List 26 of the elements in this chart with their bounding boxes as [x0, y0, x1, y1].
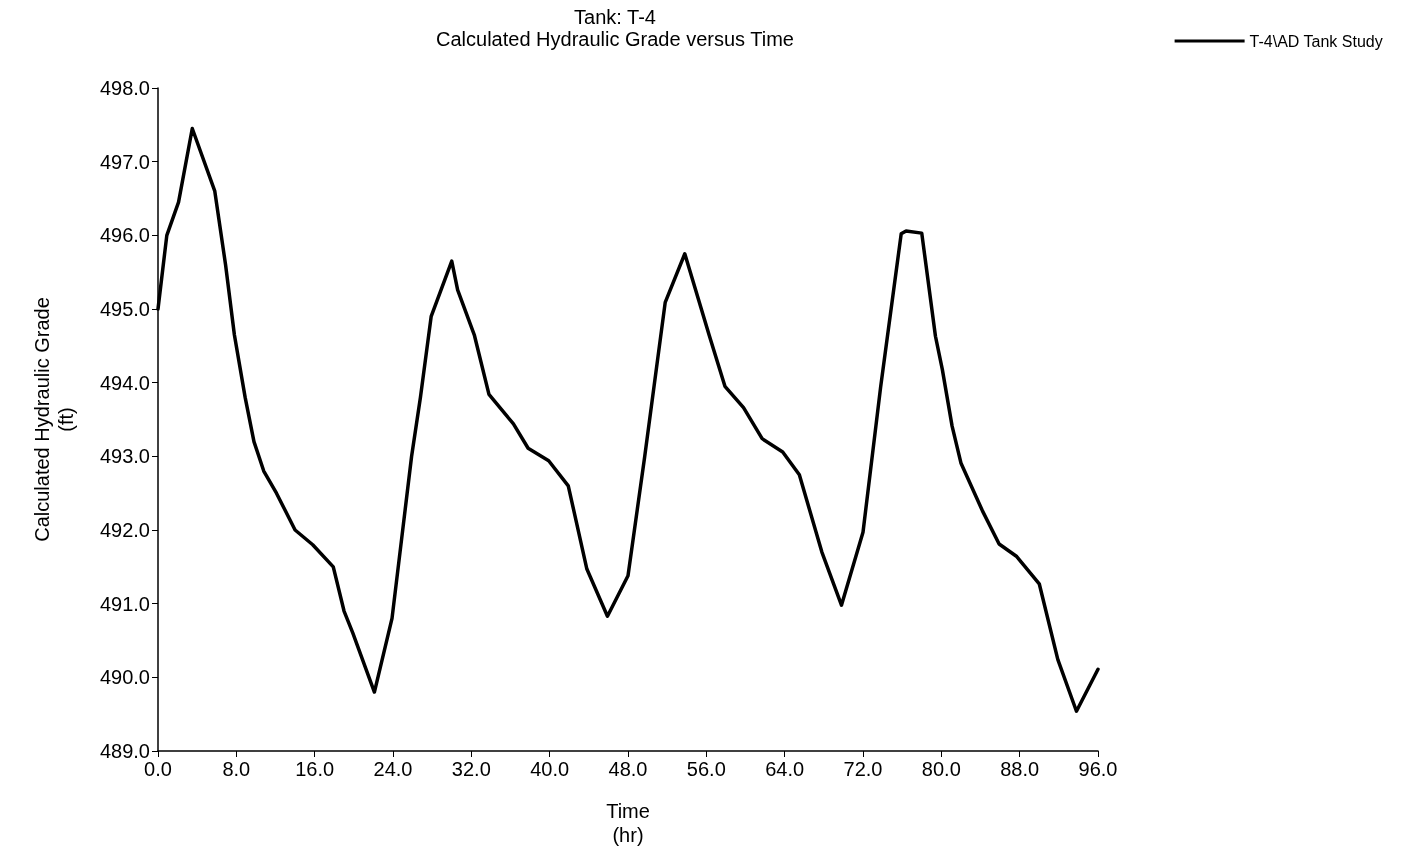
x-tick-label: 96.0 — [1078, 758, 1118, 780]
x-tick-label: 88.0 — [1000, 758, 1040, 780]
y-tick-label: 493.0 — [99, 445, 150, 468]
x-tick-label: 24.0 — [373, 758, 413, 780]
x-tick-label: 64.0 — [765, 758, 805, 780]
legend-label: T-4\AD Tank Study — [1249, 32, 1383, 50]
y-tick-label: 498.0 — [99, 77, 150, 99]
x-tick-label: 32.0 — [451, 758, 491, 780]
x-tick-label: 16.0 — [295, 758, 335, 780]
chart-title: Tank: T-4 — [574, 6, 656, 28]
y-tick-label: 490.0 — [99, 666, 150, 689]
x-tick-label: 8.0 — [222, 758, 251, 780]
y-tick-label: 494.0 — [99, 371, 150, 394]
x-tick-label: 72.0 — [843, 758, 883, 780]
x-axis-title: Time (hr) — [606, 800, 650, 846]
x-tick-label: 48.0 — [608, 758, 648, 780]
y-tick-label: 492.0 — [99, 519, 150, 541]
y-tick-label: 491.0 — [99, 592, 150, 615]
y-tick-label: 497.0 — [99, 150, 150, 173]
y-tick-label: 495.0 — [99, 298, 150, 320]
chart-subtitle: Calculated Hydraulic Grade versus Time — [436, 28, 794, 50]
x-tick-label: 40.0 — [530, 758, 570, 780]
y-tick-label: 496.0 — [99, 224, 150, 247]
x-tick-label: 80.0 — [921, 758, 961, 780]
y-axis-title: Calculated Hydraulic Grade (ft) — [31, 297, 77, 542]
x-tick-label: 56.0 — [686, 758, 726, 780]
